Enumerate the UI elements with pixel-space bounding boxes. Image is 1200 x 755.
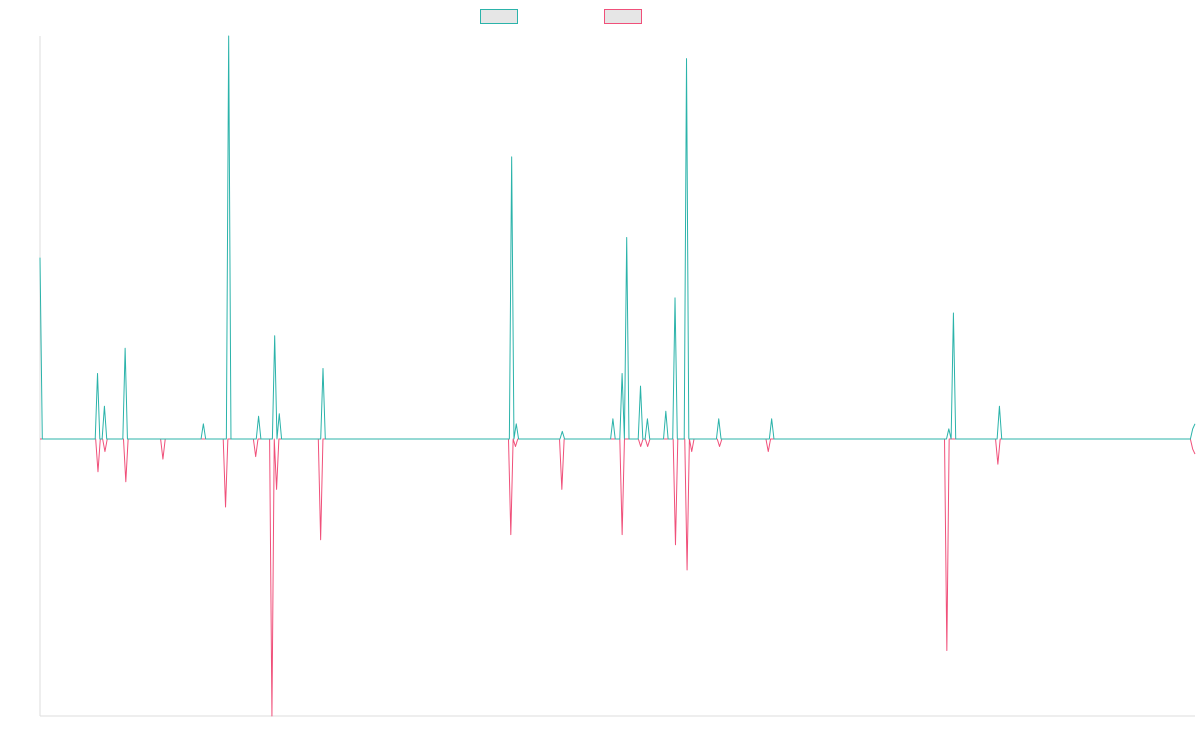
legend-swatch-series-b (604, 9, 642, 24)
legend-item-series-b[interactable] (604, 9, 648, 24)
legend-item-series-a[interactable] (480, 9, 524, 24)
legend-swatch-series-a (480, 9, 518, 24)
series-a-line (39, 35, 1196, 440)
series-b-line (40, 438, 1196, 717)
legend (0, 9, 1200, 27)
